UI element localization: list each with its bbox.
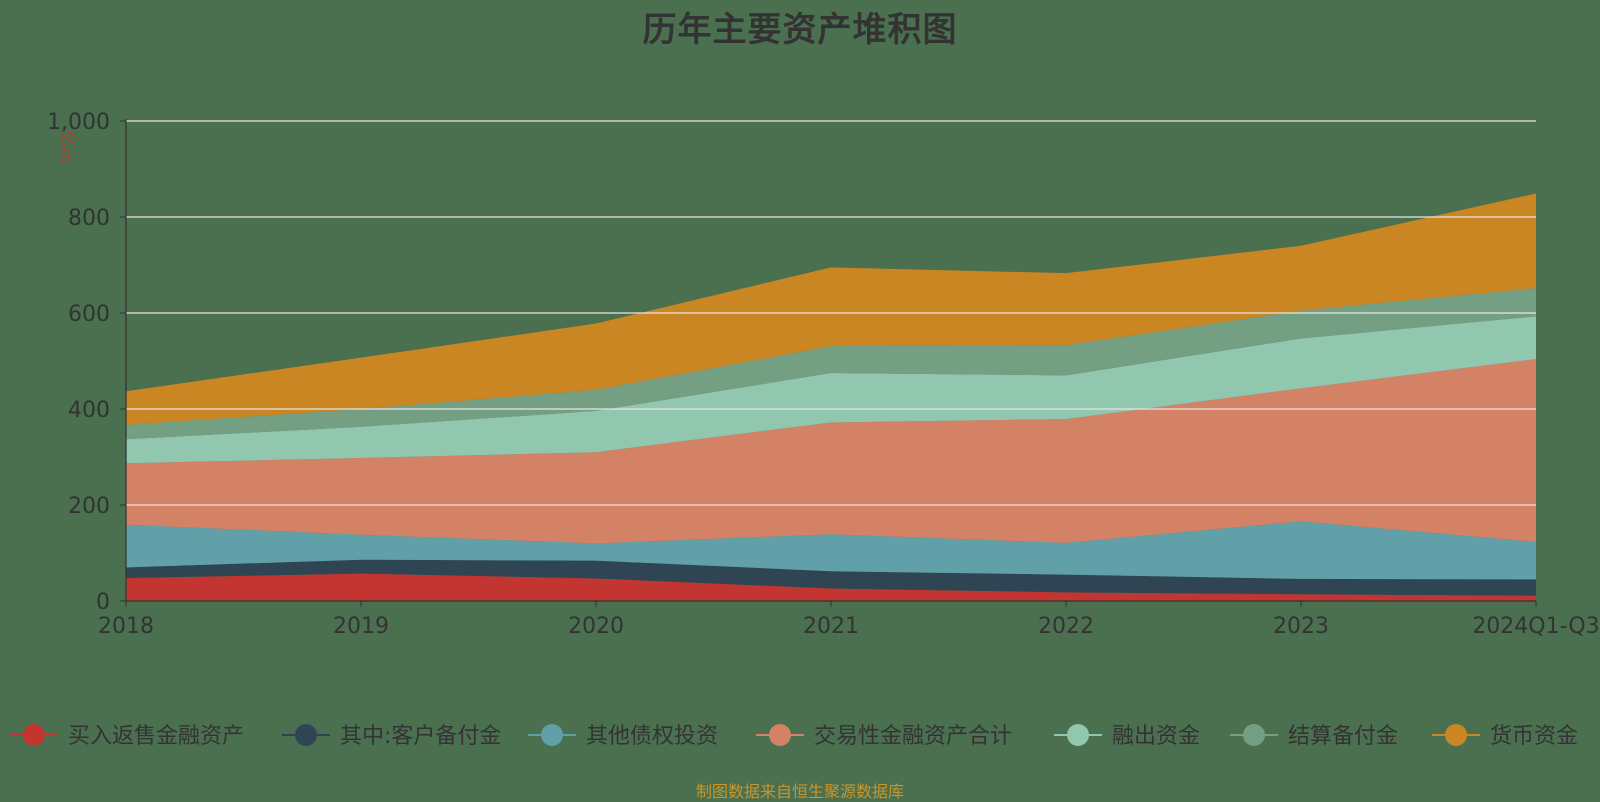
legend-label: 结算备付金 <box>1288 724 1398 749</box>
legend-item-5[interactable]: 结算备付金 <box>1230 724 1398 749</box>
y-tick-label: 0 <box>96 590 110 615</box>
x-tick-label: 2019 <box>333 614 389 639</box>
legend-item-1[interactable]: 其中:客户备付金 <box>282 724 501 749</box>
area-series-1[interactable] <box>126 559 1536 596</box>
legend-marker <box>295 724 317 746</box>
x-tick-label: 2024Q1-Q3 <box>1472 614 1599 639</box>
gridlines <box>126 120 1536 506</box>
area-layer <box>126 193 1536 601</box>
legend-marker <box>769 724 791 746</box>
legend-marker <box>1243 724 1265 746</box>
legend-label: 其中:客户备付金 <box>340 724 501 749</box>
area-series-3[interactable] <box>126 359 1536 544</box>
area-series-0[interactable] <box>126 573 1536 601</box>
y-tick-label: 200 <box>68 494 110 519</box>
x-tick-label: 2023 <box>1273 614 1329 639</box>
area-series-4[interactable] <box>126 316 1536 464</box>
source-note: 制图数据来自恒生聚源数据库 <box>695 782 904 801</box>
chart-title: 历年主要资产堆积图 <box>642 10 958 50</box>
legend-item-2[interactable]: 其他债权投资 <box>528 724 718 749</box>
x-tick-label: 2020 <box>568 614 624 639</box>
legend-label: 交易性金融资产合计 <box>814 724 1012 749</box>
legend-label: 货币资金 <box>1490 724 1578 749</box>
area-series-5[interactable] <box>126 288 1536 440</box>
x-tick-label: 2018 <box>98 614 154 639</box>
x-tick-label: 2022 <box>1038 614 1094 639</box>
legend-item-4[interactable]: 融出资金 <box>1054 724 1200 749</box>
y-axis-unit-label: 亿元 <box>58 130 77 162</box>
legend-label: 买入返售金融资产 <box>68 724 244 749</box>
legend-label: 其他债权投资 <box>586 724 718 749</box>
legend-item-6[interactable]: 货币资金 <box>1432 724 1578 749</box>
legend-item-0[interactable]: 买入返售金融资产 <box>10 724 244 749</box>
legend-marker <box>23 724 45 746</box>
legend-label: 融出资金 <box>1112 724 1200 749</box>
area-series-6[interactable] <box>126 193 1536 425</box>
y-tick-label: 600 <box>68 302 110 327</box>
area-series-2[interactable] <box>126 521 1536 580</box>
legend-marker <box>1445 724 1467 746</box>
y-tick-label: 800 <box>68 206 110 231</box>
legend-marker <box>541 724 563 746</box>
x-tick-label: 2021 <box>803 614 859 639</box>
legend: 买入返售金融资产 其中:客户备付金 其他债权投资 交易性金融资产合计 融出资金 结算备付金… <box>10 724 1578 749</box>
legend-item-3[interactable]: 交易性金融资产合计 <box>756 724 1012 749</box>
y-tick-label: 1,000 <box>47 110 110 135</box>
y-tick-label: 400 <box>68 398 110 423</box>
legend-marker <box>1067 724 1089 746</box>
